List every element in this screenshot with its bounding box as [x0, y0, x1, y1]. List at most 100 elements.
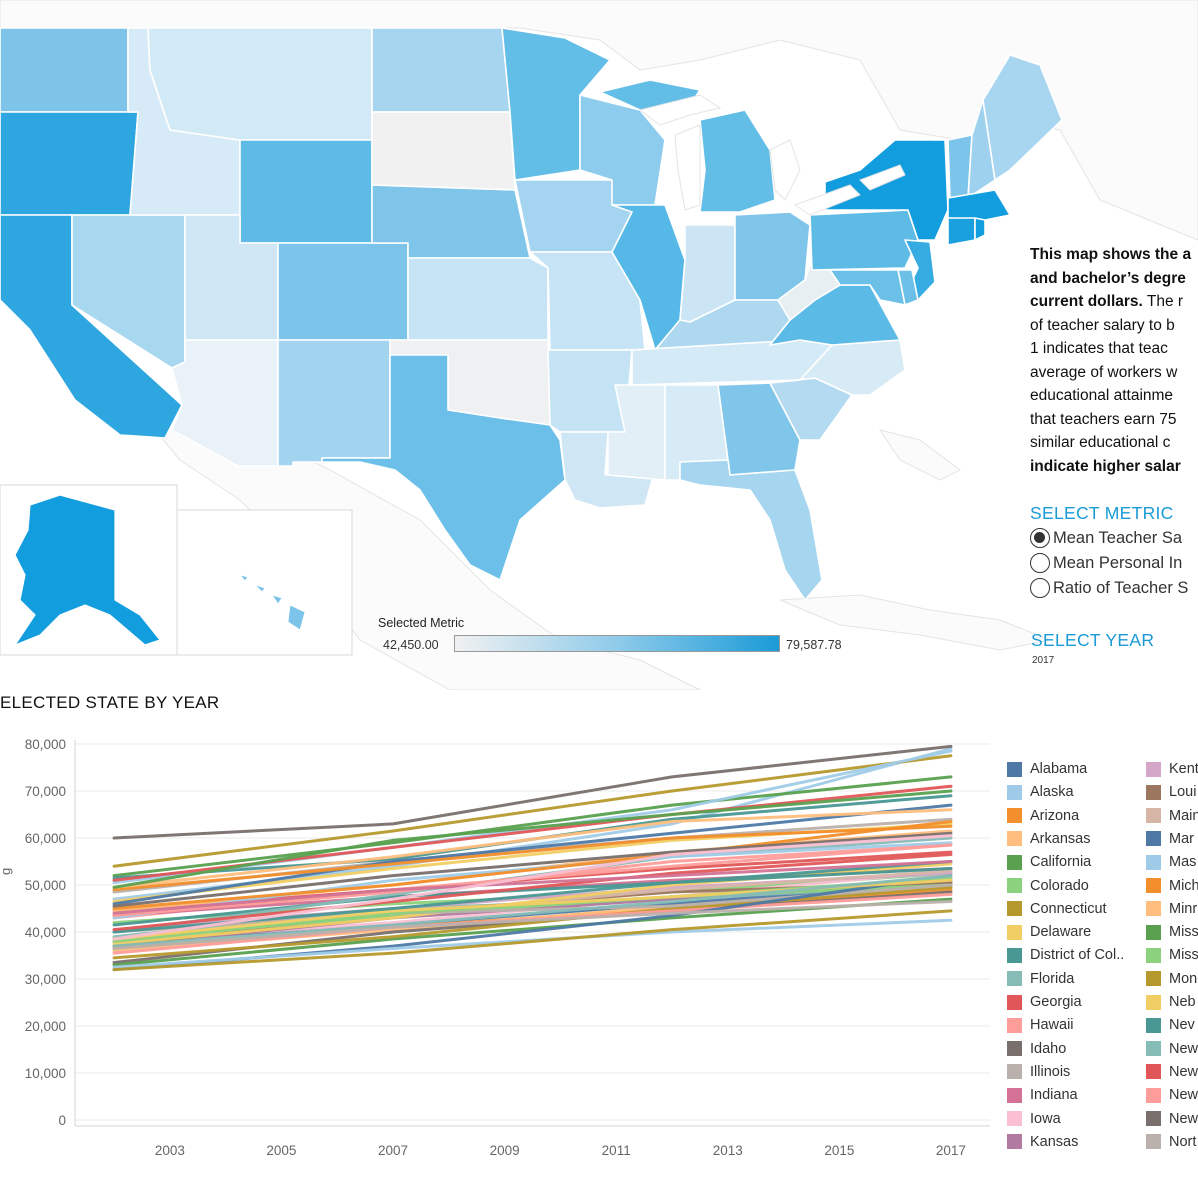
legend-label: New — [1169, 1087, 1198, 1104]
legend-label: New — [1169, 1063, 1198, 1080]
series-line-oregon[interactable] — [112, 820, 953, 910]
legend-item[interactable]: Mich — [1146, 877, 1198, 895]
legend-item[interactable]: Kansas — [1007, 1133, 1078, 1151]
legend-item[interactable]: Loui — [1146, 783, 1196, 801]
legend-label: New — [1169, 1040, 1198, 1057]
series-line-pennsylvania[interactable] — [112, 808, 953, 889]
map-legend-gradient — [454, 635, 780, 652]
legend-item[interactable]: Illinois — [1007, 1063, 1070, 1081]
legend-item[interactable]: Idaho — [1007, 1040, 1066, 1058]
legend-item[interactable]: Main — [1146, 807, 1198, 825]
state-washington[interactable] — [0, 27, 129, 113]
state-michigan[interactable] — [699, 109, 776, 213]
state-oregon[interactable] — [0, 111, 139, 216]
description-line: and bachelor’s degre — [1030, 269, 1186, 287]
legend-swatch — [1007, 761, 1022, 777]
legend-item[interactable]: Florida — [1007, 970, 1074, 988]
legend-item[interactable]: Connecticut — [1007, 900, 1107, 918]
legend-item[interactable]: Iowa — [1007, 1110, 1061, 1128]
x-tick-label: 2017 — [936, 1143, 966, 1158]
legend-item[interactable]: Delaware — [1007, 923, 1091, 941]
series-line-utah[interactable] — [112, 874, 953, 948]
state-new-mexico[interactable] — [277, 339, 391, 467]
series-line-wyoming[interactable] — [112, 834, 953, 941]
legend-item[interactable]: New — [1146, 1040, 1198, 1058]
legend-swatch — [1007, 1111, 1022, 1126]
state-new-york[interactable] — [824, 139, 949, 241]
series-line-new-york[interactable] — [112, 744, 953, 840]
state-colorado[interactable] — [277, 242, 409, 341]
series-line-connecticut[interactable] — [112, 754, 953, 868]
legend-swatch — [1007, 924, 1022, 940]
series-line-rhode-island[interactable] — [112, 789, 953, 889]
legend-item[interactable]: Nev — [1146, 1016, 1195, 1034]
series-line-maryland[interactable] — [112, 803, 953, 906]
state-maine[interactable] — [982, 54, 1063, 181]
legend-swatch — [1146, 1134, 1161, 1150]
metric-option-personal-income[interactable]: Mean Personal In — [1030, 551, 1182, 575]
legend-item[interactable]: New — [1146, 1063, 1198, 1081]
legend-item[interactable]: Miss — [1146, 923, 1198, 941]
legend-item[interactable]: Miss — [1146, 946, 1198, 964]
state-connecticut[interactable] — [947, 217, 976, 246]
radio-icon[interactable] — [1030, 528, 1050, 548]
legend-item[interactable]: Arizona — [1007, 807, 1079, 825]
states[interactable] — [0, 27, 1063, 601]
series-line-west-virginia[interactable] — [112, 899, 953, 950]
state-wyoming[interactable] — [239, 139, 373, 244]
legend-item[interactable]: Hawaii — [1007, 1016, 1074, 1034]
state-montana[interactable] — [147, 27, 373, 141]
metric-option-teacher-salary[interactable]: Mean Teacher Sa — [1030, 526, 1182, 550]
legend-item[interactable]: Mas — [1146, 853, 1196, 871]
state-maryland[interactable] — [829, 269, 906, 306]
legend-swatch — [1146, 994, 1161, 1010]
legend-label: Miss — [1169, 947, 1198, 964]
state-hawaii[interactable] — [287, 604, 306, 631]
state-massachusetts[interactable] — [947, 189, 1011, 221]
radio-icon[interactable] — [1030, 578, 1050, 598]
series-line-south-dakota[interactable] — [112, 909, 953, 972]
state-pennsylvania[interactable] — [809, 209, 919, 271]
legend-item[interactable]: Indiana — [1007, 1086, 1078, 1104]
select-year-value[interactable]: 2017 — [1032, 655, 1055, 666]
series-line-nevada[interactable] — [112, 860, 953, 927]
legend-item[interactable]: New — [1146, 1110, 1198, 1128]
legend-item[interactable]: New — [1146, 1086, 1198, 1104]
legend-item[interactable]: District of Col.. — [1007, 946, 1124, 964]
legend-item[interactable]: Nort — [1146, 1133, 1196, 1151]
legend-swatch — [1007, 831, 1022, 847]
legend-label: Kansas — [1030, 1133, 1079, 1150]
legend-item[interactable]: Minr — [1146, 900, 1197, 918]
legend-item[interactable]: Colorado — [1007, 877, 1089, 895]
state-rhode-island[interactable] — [974, 217, 986, 241]
state-florida[interactable] — [679, 459, 823, 601]
legend-item[interactable]: Alabama — [1007, 760, 1087, 778]
state-north-dakota[interactable] — [371, 27, 511, 113]
legend-item[interactable]: Georgia — [1007, 993, 1082, 1011]
series-line-california[interactable] — [112, 775, 953, 878]
legend-item[interactable]: Mon — [1146, 970, 1197, 988]
state-alaska[interactable] — [13, 494, 162, 647]
series-line-michigan[interactable] — [112, 824, 953, 892]
y-tick-label: 10,000 — [25, 1066, 66, 1081]
legend-item[interactable]: Arkansas — [1007, 830, 1090, 848]
legend-item[interactable]: Kent — [1146, 760, 1198, 778]
legend-item[interactable]: California — [1007, 853, 1091, 871]
legend-item[interactable]: Mar — [1146, 830, 1194, 848]
series-line-vermont[interactable] — [112, 852, 953, 932]
legend-swatch — [1007, 1017, 1022, 1033]
series-line-montana[interactable] — [112, 885, 953, 960]
legend-item[interactable]: Alaska — [1007, 783, 1074, 801]
metric-option-ratio[interactable]: Ratio of Teacher S — [1030, 576, 1188, 600]
state-kansas[interactable] — [407, 257, 549, 341]
legend-item[interactable]: Neb — [1146, 993, 1196, 1011]
choropleth-map[interactable] — [0, 0, 1198, 690]
radio-icon[interactable] — [1030, 553, 1050, 573]
state-texas[interactable] — [321, 354, 566, 581]
series-line-wisconsin[interactable] — [112, 860, 953, 915]
legend-swatch — [1146, 947, 1161, 963]
line-chart[interactable]: 0 10,000 20,000 30,000 40,000 50,000 60,000 70,… — [0, 730, 1000, 1170]
state-louisiana[interactable] — [559, 431, 656, 509]
series-line-washington[interactable] — [112, 831, 953, 908]
state-south-dakota[interactable] — [371, 111, 516, 191]
